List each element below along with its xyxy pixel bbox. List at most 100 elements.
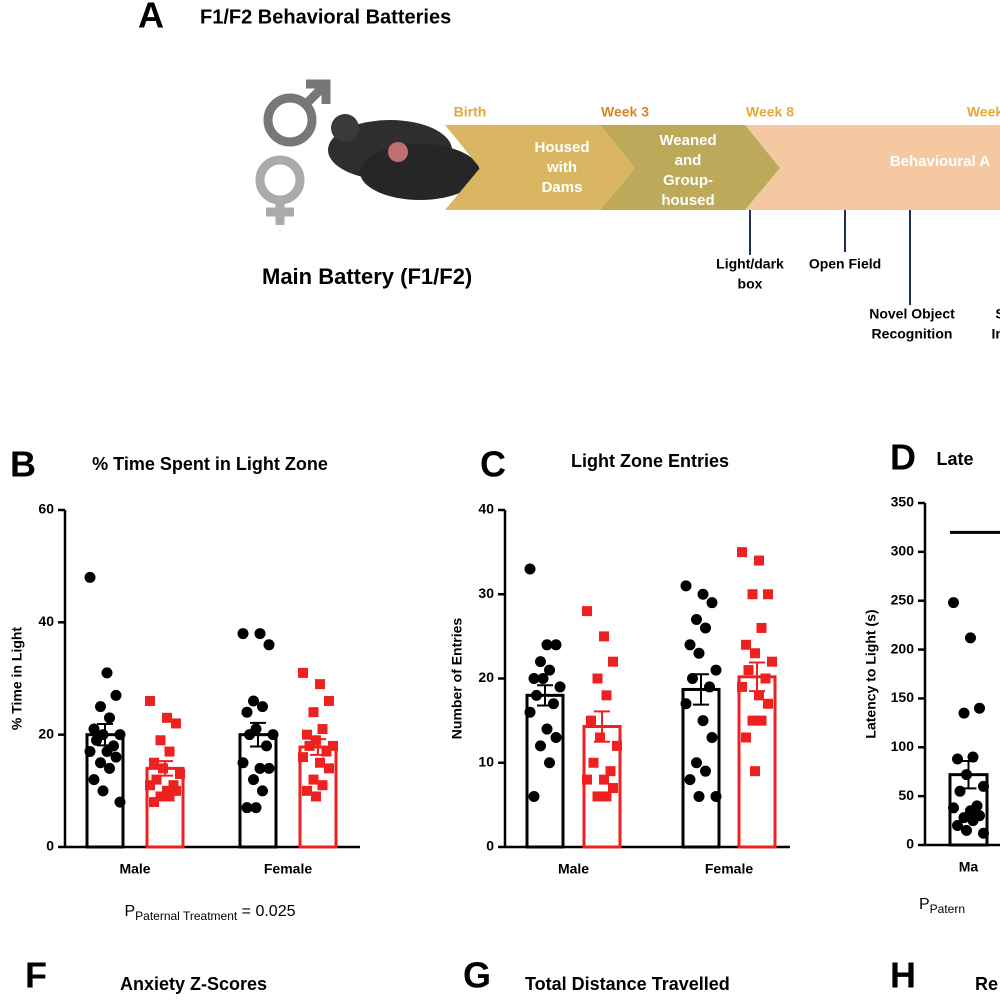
data-point [967, 815, 979, 827]
test-label: Recognition [872, 326, 953, 342]
data-point [760, 673, 771, 684]
annotation-part: P [124, 903, 135, 920]
panel-label: H [890, 955, 916, 996]
data-point [164, 746, 175, 757]
y-tick-label: 20 [478, 669, 494, 685]
test-label: Int [991, 326, 1000, 342]
data-point [175, 768, 185, 779]
data-point [750, 648, 760, 659]
annotation-part: Paternal Treatment [135, 909, 238, 923]
panel-label: F [25, 955, 47, 996]
y-tick-label: 100 [891, 738, 915, 754]
data-point [541, 639, 553, 651]
data-point [747, 715, 758, 726]
y-tick-label: 250 [891, 591, 915, 607]
y-tick-label: 10 [478, 753, 494, 769]
data-point [254, 628, 266, 640]
data-point [95, 701, 106, 713]
data-point [537, 673, 549, 684]
data-point [737, 681, 747, 692]
chart-title: % Time Spent in Light Zone [92, 454, 328, 474]
data-point [687, 673, 698, 684]
data-point [544, 757, 555, 769]
data-point [684, 774, 696, 786]
data-point [267, 729, 279, 741]
stage-text: Group- [663, 172, 713, 189]
data-point [110, 751, 122, 763]
data-point [261, 740, 272, 752]
data-point [747, 589, 758, 600]
data-point [149, 757, 159, 768]
data-point [965, 805, 976, 817]
data-point [162, 712, 172, 723]
stage-text: with [546, 159, 577, 176]
data-point [697, 588, 709, 600]
data-point [328, 740, 338, 751]
data-point [704, 681, 715, 693]
y-tick-label: 30 [478, 585, 494, 601]
panel-label: G [463, 955, 491, 996]
stage-band [745, 125, 1000, 210]
data-point [298, 667, 308, 678]
data-point [110, 689, 122, 701]
data-point [88, 774, 100, 786]
chart-title: Total Distance Travelled [525, 974, 730, 994]
data-point [324, 695, 334, 706]
y-tick-label: 40 [38, 613, 54, 629]
data-point [151, 774, 162, 785]
bar [525, 693, 565, 849]
data-point [104, 762, 115, 774]
data-point [254, 762, 266, 774]
data-point [756, 622, 767, 633]
y-tick-label: 60 [38, 501, 54, 517]
data-point [158, 763, 168, 774]
data-point [754, 690, 764, 701]
test-label: box [738, 276, 763, 292]
stage-label: Week 8 [746, 104, 794, 120]
data-point [237, 628, 249, 640]
male-symbol [263, 79, 331, 147]
data-point [321, 746, 332, 757]
data-point [524, 563, 536, 575]
data-point [101, 667, 113, 679]
chart-title: Late [936, 449, 973, 469]
data-point [586, 715, 596, 726]
x-tick-label: Female [705, 861, 753, 877]
y-tick-label: 0 [46, 838, 54, 854]
test-label: Novel Object [869, 306, 955, 322]
data-point [317, 724, 328, 735]
panel-label: A [138, 0, 164, 36]
data-point [308, 707, 319, 718]
data-point [263, 762, 275, 774]
y-axis-title: % Time in Light [9, 627, 25, 731]
data-point [954, 785, 966, 797]
female-symbol [255, 155, 305, 225]
data-point [608, 656, 618, 667]
data-point [680, 580, 692, 592]
test-label: Light/dark [716, 256, 784, 272]
data-point [754, 555, 764, 566]
data-point [706, 731, 718, 743]
data-point [257, 701, 268, 713]
data-point [978, 780, 989, 792]
data-point [97, 785, 109, 797]
data-point [948, 802, 959, 814]
stage-text: and [675, 152, 702, 169]
data-point [168, 780, 179, 791]
data-point [535, 740, 546, 752]
stage-text: Behavioural A [890, 153, 990, 170]
x-tick-label: Male [119, 861, 150, 877]
data-point [741, 732, 751, 743]
data-point [324, 763, 334, 774]
stage-text: Dams [542, 179, 583, 196]
y-tick-label: 350 [891, 494, 915, 510]
battery-label: Main Battery (F1/F2) [262, 264, 472, 289]
data-point [244, 729, 255, 741]
data-point [700, 765, 711, 777]
data-point [114, 796, 126, 808]
data-point [241, 706, 253, 718]
annotation: PPaternal Treatment = 0.025 [124, 903, 295, 923]
data-point [257, 785, 268, 797]
stage-label: Week 3 [601, 104, 649, 120]
data-point [693, 647, 705, 659]
